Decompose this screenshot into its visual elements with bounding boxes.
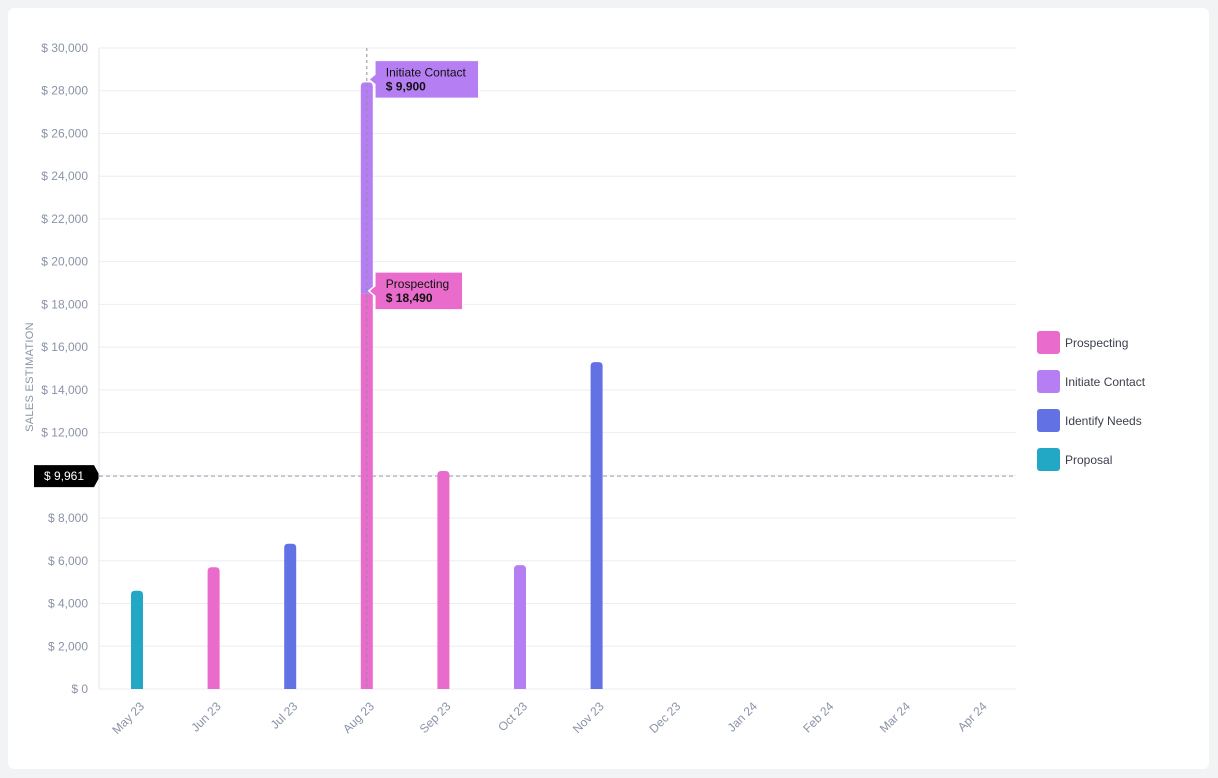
y-tick-label: $ 18,000 — [41, 297, 88, 311]
tooltip-value: $ 18,490 — [386, 291, 433, 305]
x-tick-label: Jul 23 — [268, 699, 301, 732]
legend-label: Prospecting — [1065, 335, 1129, 350]
y-tick-label: $ 30,000 — [41, 41, 88, 55]
x-tick-label: May 23 — [109, 699, 147, 737]
y-tick-label: $ 20,000 — [41, 255, 88, 269]
grid-layer — [99, 47, 1016, 690]
chart-card: $ 9,961 $ 0 $ 2,000 $ 4,000 $ 6,000 $ 8,000 $… — [8, 8, 1209, 769]
y-tick-label: $ 0 — [71, 682, 88, 696]
legend-item-proposal[interactable]: Proposal — [1037, 448, 1207, 471]
x-tick-label: Feb 24 — [800, 699, 837, 736]
tooltip-initiate-contact: Initiate Contact$ 9,900 — [367, 59, 480, 100]
x-tick-label: Apr 24 — [955, 699, 990, 734]
bar-initiate-contact[interactable] — [514, 565, 526, 689]
legend-item-initiate-contact[interactable]: Initiate Contact — [1037, 370, 1207, 393]
tooltip-layer: Initiate Contact$ 9,900 Prospecting$ 18,4… — [366, 48, 480, 689]
bar-prospecting[interactable] — [207, 567, 220, 689]
tooltip-prospecting: Prospecting$ 18,490 — [367, 271, 464, 311]
y-tick-label: $ 2,000 — [48, 639, 88, 653]
legend: Prospecting Initiate Contact Identify Need… — [1037, 331, 1207, 487]
reference-badge — [34, 465, 100, 488]
legend-label: Initiate Contact — [1065, 374, 1146, 389]
legend-swatch — [1037, 331, 1060, 354]
y-axis-title: SALES ESTIMATION — [24, 322, 36, 432]
y-tick-label: $ 16,000 — [41, 340, 88, 354]
tooltip-box — [367, 59, 480, 100]
y-tick-label: $ 4,000 — [48, 597, 88, 611]
x-tick-label: Sep 23 — [417, 699, 454, 736]
y-tick-label: $ 24,000 — [41, 169, 88, 183]
y-tick-label: $ 12,000 — [41, 426, 88, 440]
x-tick-label: Nov 23 — [570, 699, 607, 736]
bar-chart: $ 9,961 $ 0 $ 2,000 $ 4,000 $ 6,000 $ 8,000 $… — [24, 41, 1016, 737]
reference-label: $ 9,961 — [44, 469, 84, 483]
y-tick-label: $ 14,000 — [41, 383, 88, 397]
y-tick-label: $ 28,000 — [41, 84, 88, 98]
legend-swatch — [1037, 370, 1060, 393]
bar-prospecting[interactable] — [360, 293, 373, 689]
y-tick-label: $ 6,000 — [48, 554, 88, 568]
y-tick-label: $ 26,000 — [41, 126, 88, 140]
legend-label: Proposal — [1065, 452, 1113, 467]
x-tick-label: Aug 23 — [340, 699, 377, 736]
tooltip-value: $ 9,900 — [386, 79, 426, 93]
x-tick-label: Mar 24 — [877, 699, 914, 736]
reference-layer: $ 9,961 — [34, 465, 1016, 488]
bar-prospecting[interactable] — [437, 471, 450, 689]
bar-proposal[interactable] — [131, 590, 143, 689]
tooltip-label: Initiate Contact — [386, 65, 467, 79]
bars-layer — [131, 82, 603, 689]
legend-item-identify-needs[interactable]: Identify Needs — [1037, 409, 1207, 432]
bar-identify-needs[interactable] — [284, 543, 297, 689]
x-tick-label: Jun 23 — [188, 699, 224, 735]
x-tick-label: Jan 24 — [725, 699, 761, 735]
bar-identify-needs[interactable] — [590, 362, 603, 689]
tooltip-box — [367, 271, 464, 311]
legend-swatch — [1037, 448, 1060, 471]
legend-label: Identify Needs — [1065, 413, 1142, 428]
x-tick-label: Dec 23 — [647, 699, 684, 736]
legend-item-prospecting[interactable]: Prospecting — [1037, 331, 1207, 354]
tooltip-label: Prospecting — [386, 277, 449, 291]
x-tick-label: Oct 23 — [495, 699, 530, 734]
legend-swatch — [1037, 409, 1060, 432]
y-tick-label: $ 22,000 — [41, 212, 88, 226]
y-tick-label: $ 8,000 — [48, 511, 88, 525]
